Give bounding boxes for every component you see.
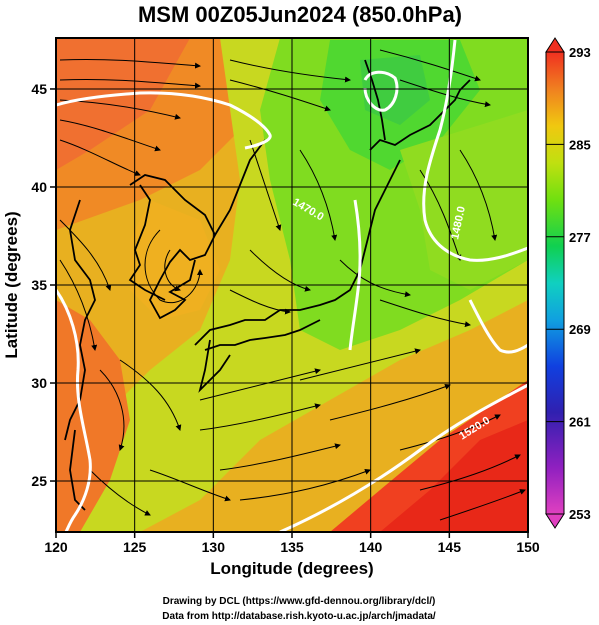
chart-title: MSM 00Z05Jun2024 (850.0hPa) xyxy=(138,2,462,27)
colorbar-tick-label: 261 xyxy=(569,415,591,430)
grid xyxy=(56,38,528,532)
contour-1470-low xyxy=(363,70,399,112)
x-tick-label: 140 xyxy=(359,539,383,555)
y-axis: 25 30 35 40 45 xyxy=(31,81,56,489)
contour-1480-center xyxy=(348,199,362,351)
coastlines xyxy=(64,59,471,511)
contour-1480-east xyxy=(422,39,528,262)
colorbar-scale xyxy=(545,51,565,515)
contour-1520 xyxy=(279,383,528,532)
y-tick-label: 35 xyxy=(31,277,47,293)
contour-1480-se xyxy=(468,299,528,354)
x-tick-label: 125 xyxy=(123,539,147,555)
contour-1470-west xyxy=(56,91,272,150)
y-tick-label: 30 xyxy=(31,375,47,391)
colorbar: 293 285 277 269 261 253 xyxy=(545,37,591,529)
y-axis-label: Latitude (degrees) xyxy=(2,211,21,358)
y-tick-label: 25 xyxy=(31,473,47,489)
credit-drawing: Drawing by DCL (https://www.gfd-dennou.o… xyxy=(163,596,436,607)
colorbar-tick-label: 293 xyxy=(569,45,591,60)
credit-data: Data from http://database.rish.kyoto-u.a… xyxy=(162,611,436,622)
contour-lines xyxy=(56,39,528,532)
x-tick-label: 145 xyxy=(438,539,462,555)
x-axis-label: Longitude (degrees) xyxy=(210,559,373,578)
y-tick-label: 45 xyxy=(31,81,47,97)
x-tick-label: 135 xyxy=(280,539,304,555)
x-tick-label: 150 xyxy=(516,539,540,555)
x-tick-label: 120 xyxy=(44,539,68,555)
x-axis: 120 125 130 135 140 145 150 xyxy=(44,532,540,555)
wind-streamlines xyxy=(59,49,526,521)
contour-west xyxy=(56,289,92,532)
x-tick-label: 130 xyxy=(202,539,226,555)
colorbar-tick-label: 277 xyxy=(569,230,591,245)
colorbar-top-arrow xyxy=(545,37,565,53)
colorbar-tick-label: 285 xyxy=(569,137,591,152)
colorbar-bottom-arrow xyxy=(545,513,565,529)
colorbar-tick-label: 253 xyxy=(569,507,591,522)
colorbar-tick-label: 269 xyxy=(569,322,591,337)
y-tick-label: 40 xyxy=(31,179,47,195)
